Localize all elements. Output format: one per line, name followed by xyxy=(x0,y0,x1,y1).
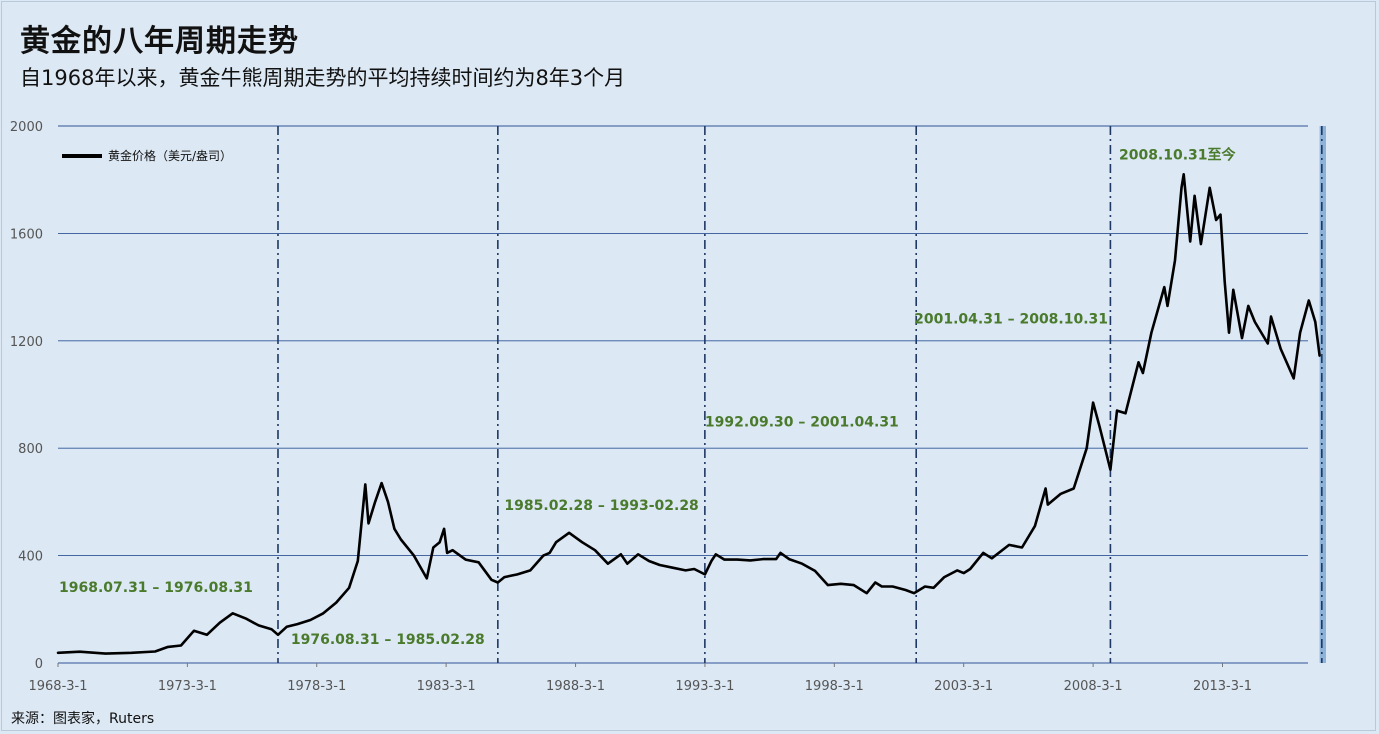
period-annotation: 2008.10.31至今 xyxy=(1119,147,1236,164)
y-tick-label: 1200 xyxy=(10,335,43,350)
source-note: 来源：图表家，Ruters xyxy=(11,711,155,727)
legend: 黄金价格（美元/盎司） xyxy=(62,148,232,163)
x-tick-label: 2013-3-1 xyxy=(1193,679,1252,694)
x-tick-label: 1973-3-1 xyxy=(158,679,217,694)
gridlines xyxy=(58,125,1308,664)
period-annotation: 1985.02.28 – 1993-02.28 xyxy=(504,498,698,514)
y-tick-label: 800 xyxy=(18,442,43,457)
period-annotation: 2001.04.31 – 2008.10.31 xyxy=(914,311,1108,327)
current-period-band xyxy=(1319,126,1326,663)
y-tick-label: 400 xyxy=(18,550,43,565)
x-tick-label: 1998-3-1 xyxy=(805,679,864,694)
period-annotations: 1968.07.31 – 1976.08.31 1976.08.31 – 1985… xyxy=(59,147,1236,649)
x-tick-label: 1988-3-1 xyxy=(546,679,605,694)
period-annotation: 1992.09.30 – 2001.04.31 xyxy=(705,415,899,431)
series-line-gold-price xyxy=(56,173,1321,655)
period-annotation: 1976.08.31 – 1985.02.28 xyxy=(291,632,485,648)
chart-subtitle: 自1968年以来，黄金牛熊周期走势的平均持续时间约为8年3个月 xyxy=(20,66,626,90)
x-tick-label: 2008-3-1 xyxy=(1064,679,1123,694)
period-annotation: 1968.07.31 – 1976.08.31 xyxy=(59,580,253,596)
x-tick-label: 1993-3-1 xyxy=(675,679,734,694)
chart-title: 黄金的八年周期走势 xyxy=(20,24,299,59)
x-tick-label: 1983-3-1 xyxy=(417,679,476,694)
current-period-band-layer xyxy=(1319,126,1326,663)
y-axis-ticks: 0 400 800 1200 1600 2000 xyxy=(10,120,43,672)
series-layer xyxy=(56,173,1321,655)
x-tick-label: 1968-3-1 xyxy=(28,679,87,694)
period-dividers xyxy=(277,126,1323,663)
y-tick-label: 0 xyxy=(35,657,43,672)
x-tick-label: 1978-3-1 xyxy=(287,679,346,694)
y-tick-label: 1600 xyxy=(10,227,43,242)
legend-label: 黄金价格（美元/盎司） xyxy=(108,148,232,163)
y-tick-label: 2000 xyxy=(10,120,43,135)
x-tick-label: 2003-3-1 xyxy=(934,679,993,694)
x-axis-ticks: 1968-3-1 1973-3-1 1978-3-1 1983-3-1 1988-3-1… xyxy=(28,663,1252,694)
